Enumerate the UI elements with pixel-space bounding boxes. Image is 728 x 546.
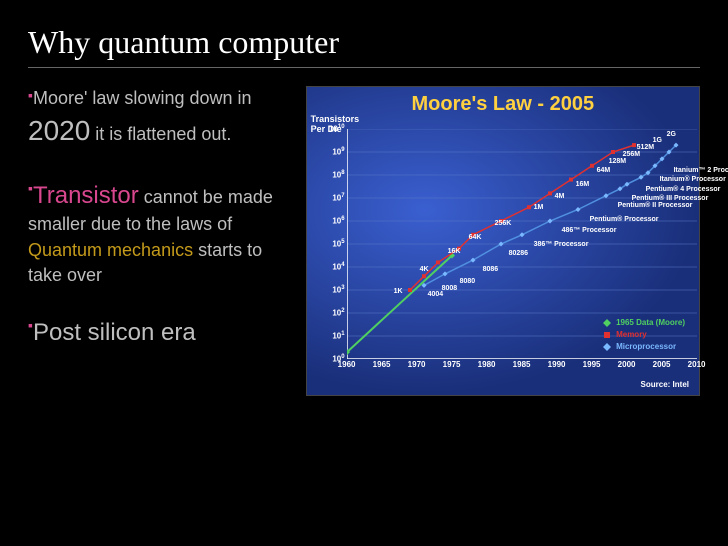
data-point-label: 80286 [509,250,528,257]
data-point-label: Itanium™ 2 Processor [674,167,728,174]
x-tick-label: 1970 [408,360,426,369]
data-point-label: 386™ Processor [534,241,589,248]
legend-label: 1965 Data (Moore) [616,317,685,329]
x-tick-label: 2010 [688,360,706,369]
content-row: ▪Moore' law slowing down in 2020 it is f… [28,86,700,396]
data-point-label: 128M [609,158,627,165]
data-point-label: 16M [576,181,590,188]
data-point-label: 1K [394,288,403,295]
data-point-label: Pentium® II Processor [618,202,693,209]
data-point-label: 512M [637,144,655,151]
data-point-label: 16K [448,248,461,255]
y-tick-label: 106 [323,216,345,226]
data-point-label: Pentium® 4 Processor [646,186,721,193]
y-tick-label: 105 [323,239,345,249]
legend-label: Memory [616,329,647,341]
data-point-label: 1M [534,204,544,211]
slide-title: Why quantum computer [28,24,700,68]
bullet-item: ▪Transistor cannot be made smaller due t… [28,179,296,289]
data-point-label: 8080 [460,278,476,285]
chart-title: Moore's Law - 2005 [307,87,699,116]
bullet-text: Quantum mechanics [28,240,193,260]
legend-label: Microprocessor [616,341,676,353]
legend-marker-icon [602,330,612,340]
x-tick-label: 1960 [338,360,356,369]
data-point-label: Pentium® Processor [590,216,659,223]
x-tick-label: 1965 [373,360,391,369]
x-tick-label: 1975 [443,360,461,369]
chart-legend: 1965 Data (Moore)MemoryMicroprocessor [602,317,685,353]
data-point-label: 4M [555,193,565,200]
y-tick-label: 109 [323,147,345,157]
data-point-label: 8008 [442,285,458,292]
bullet-text: Transistor [33,182,139,209]
legend-item: Memory [602,329,685,341]
bullet-text: it is flattened out. [90,124,231,144]
bullets-column: ▪Moore' law slowing down in 2020 it is f… [28,86,296,396]
legend-marker-icon [602,318,612,328]
y-tick-label: 102 [323,308,345,318]
legend-item: Microprocessor [602,341,685,353]
y-tick-label: 104 [323,262,345,272]
data-point-label: 256K [495,220,512,227]
moores-law-chart: Moore's Law - 2005 Transistors Per Die 1… [306,86,700,396]
bullet-item: ▪Post silicon era [28,316,296,350]
data-point-label: 64M [597,167,611,174]
x-tick-label: 2005 [653,360,671,369]
y-tick-label: 103 [323,285,345,295]
data-point-label: 4K [420,266,429,273]
x-tick-label: 1980 [478,360,496,369]
bullet-text: 2020 [28,115,90,146]
data-point-label: 8086 [483,266,499,273]
bullet-text: Moore' law slowing down in [33,88,252,108]
data-point-label: Pentium® III Processor [632,195,709,202]
chart-source: Source: Intel [641,380,689,389]
ylabel-line1: Transistors [311,114,360,124]
data-point-label: Itanium® Processor [660,176,726,183]
legend-item: 1965 Data (Moore) [602,317,685,329]
data-point-label: 256M [623,151,641,158]
y-tick-label: 101 [323,331,345,341]
bullet-item: ▪Moore' law slowing down in 2020 it is f… [28,86,296,151]
data-point-label: 2G [667,131,676,138]
x-tick-label: 2000 [618,360,636,369]
data-point-label: 1G [653,137,662,144]
data-point-label: 4004 [428,291,444,298]
x-tick-label: 1990 [548,360,566,369]
y-tick-label: 107 [323,193,345,203]
slide: Why quantum computer ▪Moore' law slowing… [0,0,728,546]
y-tick-label: 108 [323,170,345,180]
x-tick-label: 1995 [583,360,601,369]
legend-marker-icon [602,342,612,352]
bullet-text: Post silicon era [33,319,196,346]
data-point-label: 64K [469,234,482,241]
data-point-label: 486™ Processor [562,227,617,234]
x-tick-label: 1985 [513,360,531,369]
y-tick-label: 1010 [323,124,345,134]
